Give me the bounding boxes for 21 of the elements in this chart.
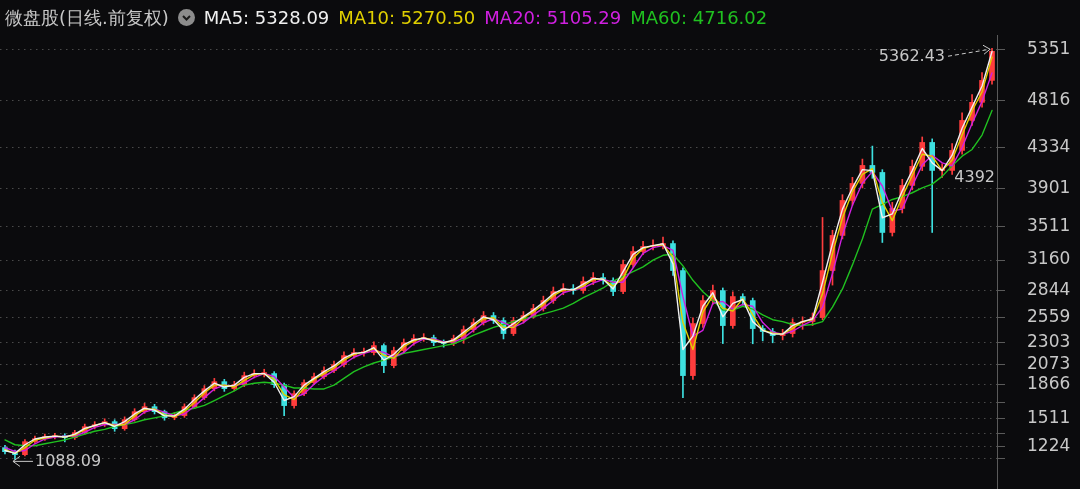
annotation: 4392 <box>954 167 995 187</box>
text: MA60: 4716.02 <box>630 7 768 28</box>
y-tick-label: 2073 <box>1027 353 1071 374</box>
annotation: 5362.43 <box>878 46 946 66</box>
chart-title: 微盘股(日线.前复权) <box>5 5 169 30</box>
y-tick-label: 2844 <box>1027 278 1071 299</box>
text: MA20: 5105.29 <box>484 7 622 28</box>
text: MA5: 5328.09 <box>203 7 330 28</box>
y-tick-label: 3160 <box>1027 248 1071 269</box>
y-tick-label: 2559 <box>1027 306 1071 327</box>
y-tick-label: 3901 <box>1027 177 1071 198</box>
y-tick-label: 1224 <box>1027 434 1071 455</box>
y-tick-label: 3511 <box>1027 214 1071 235</box>
y-tick-label: 1866 <box>1027 372 1071 393</box>
y-tick-label: 5351 <box>1027 37 1071 58</box>
y-tick-label: 4334 <box>1027 135 1071 156</box>
y-tick-label: 4816 <box>1027 89 1071 110</box>
y-tick-label: 2303 <box>1027 330 1071 351</box>
annotation: 1088.09 <box>34 450 102 470</box>
text: MA10: 5270.50 <box>338 7 476 28</box>
y-tick-label: 1511 <box>1027 407 1071 428</box>
